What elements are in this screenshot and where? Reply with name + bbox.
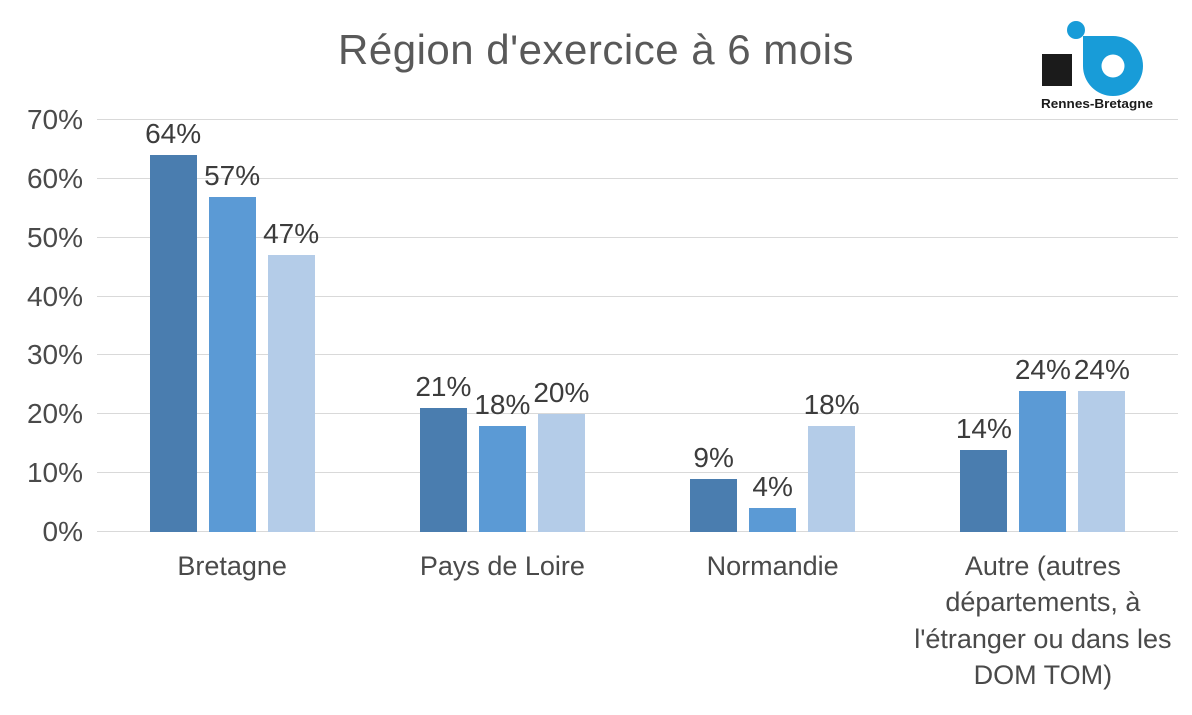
bar: 9%: [690, 442, 738, 532]
y-tick-label: 40%: [26, 280, 83, 312]
y-tick-label: 20%: [26, 398, 83, 430]
gridline: [97, 354, 1178, 356]
category-label-cell: Pays de Loire: [367, 548, 637, 694]
bar-value-label: 57%: [204, 159, 261, 191]
bar-value-label: 21%: [415, 371, 472, 403]
y-tick-label: 60%: [26, 162, 83, 194]
bar: 24%: [1015, 354, 1071, 532]
bar: 18%: [804, 389, 860, 532]
bar-group: 9% 4% 18%: [638, 120, 908, 532]
category-label: Normandie: [706, 551, 839, 581]
gridline: [97, 295, 1178, 297]
y-axis: 0% 10% 20% 30% 40% 50% 60% 70%: [0, 104, 83, 547]
bar: 20%: [533, 377, 589, 532]
bar: 64%: [145, 118, 201, 532]
x-axis: Bretagne Pays de Loire Normandie Autre (aut…: [97, 548, 1178, 694]
bar-value-label: 24%: [1014, 353, 1071, 385]
bar-value-label: 24%: [1073, 353, 1130, 385]
bar-value-label: 18%: [474, 389, 531, 421]
bar-value-label: 47%: [263, 218, 320, 250]
gridline: [97, 472, 1178, 474]
bar: 18%: [474, 389, 530, 532]
chart-title: Région d'exercice à 6 mois: [338, 26, 854, 73]
bar: 4%: [749, 471, 797, 532]
bar-value-label: 18%: [803, 389, 860, 421]
logo-dot-icon: [1067, 21, 1085, 39]
y-tick-label: 70%: [26, 104, 83, 135]
bar: 57%: [204, 160, 260, 532]
bar-value-label: 4%: [752, 471, 793, 503]
bar-group: 14% 24% 24%: [908, 120, 1178, 532]
bar: 24%: [1074, 354, 1130, 532]
logo-text: Rennes-Bretagne: [1041, 96, 1153, 111]
category-label: Autre (autres départements, à l'étranger…: [914, 551, 1172, 691]
gridline: [97, 119, 1178, 120]
category-label: Pays de Loire: [419, 551, 585, 581]
y-tick-label: 10%: [26, 457, 83, 489]
bar-value-label: 20%: [533, 377, 590, 409]
bar-value-label: 14%: [955, 412, 1012, 444]
gridline: [97, 236, 1178, 238]
logo: Rennes-Bretagne: [1041, 21, 1153, 111]
gridline: [97, 413, 1178, 415]
bar-value-label: 64%: [145, 118, 202, 150]
y-tick-label: 50%: [26, 221, 83, 253]
logo-square-icon: [1042, 54, 1072, 86]
bar: 47%: [263, 218, 319, 532]
category-label-cell: Bretagne: [97, 548, 367, 694]
category-label: Bretagne: [177, 551, 287, 581]
category-label-cell: Normandie: [638, 548, 908, 694]
plot-area: 64% 57% 47% 21% 18% 20% 9% 4% 18% 14% 24% 24%: [97, 118, 1178, 532]
bar-group: 64% 57% 47%: [97, 118, 367, 532]
logo-o-icon: [1083, 36, 1143, 96]
bar: 21%: [415, 371, 471, 532]
bar-value-label: 9%: [693, 442, 734, 474]
bar-group: 21% 18% 20%: [367, 120, 637, 532]
bar: 14%: [956, 413, 1012, 532]
y-tick-label: 30%: [26, 339, 83, 371]
gridline: [97, 531, 1178, 532]
category-label-cell: Autre (autres départements, à l'étranger…: [908, 548, 1178, 694]
gridline: [97, 177, 1178, 179]
y-tick-label: 0%: [42, 516, 83, 547]
